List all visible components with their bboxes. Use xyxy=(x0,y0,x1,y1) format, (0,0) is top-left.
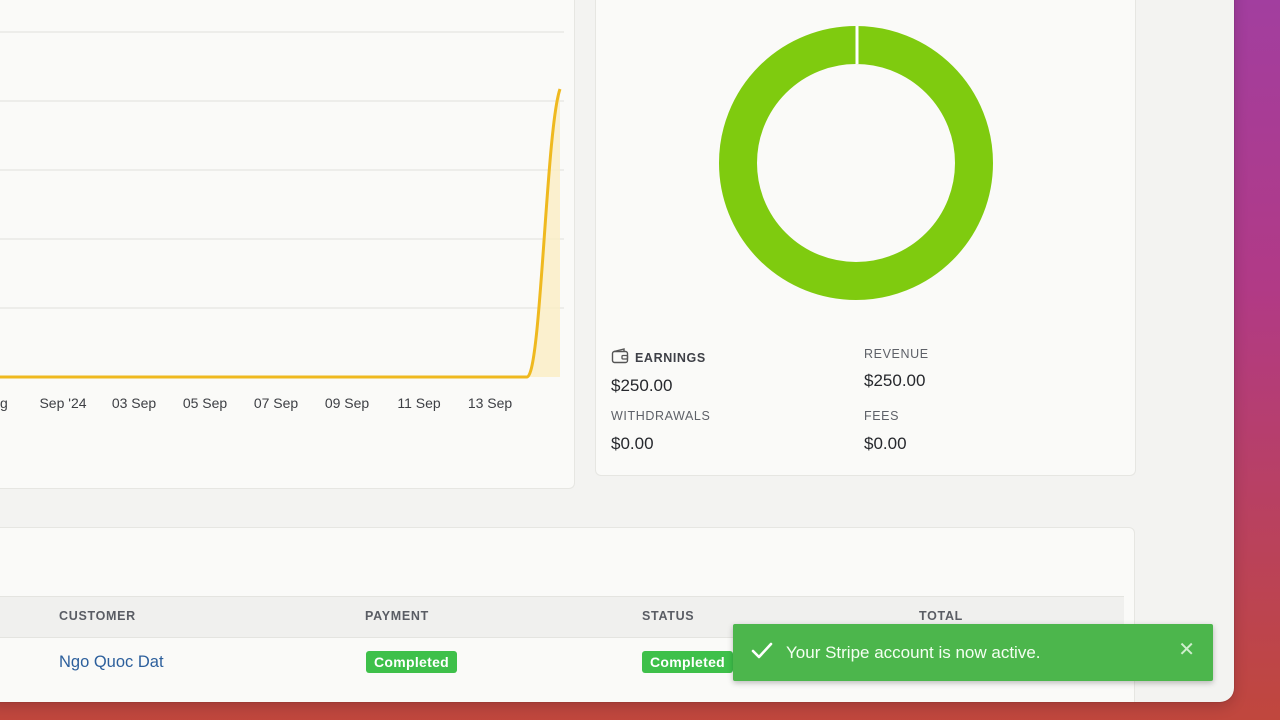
donut-slice-earnings xyxy=(719,26,993,300)
toast-message: Your Stripe account is now active. xyxy=(786,643,1041,662)
earnings-label-text: EARNINGS xyxy=(635,350,706,365)
column-header-payment[interactable]: PAYMENT xyxy=(365,609,429,623)
column-header-status[interactable]: STATUS xyxy=(642,609,695,623)
fees-label: FEES xyxy=(864,409,900,423)
fees-value: $0.00 xyxy=(864,434,907,453)
withdrawals-value: $0.00 xyxy=(611,434,654,453)
success-toast: Your Stripe account is now active. ✕ xyxy=(733,624,1213,681)
check-icon xyxy=(751,641,773,666)
x-tick-label: 11 Sep xyxy=(397,395,441,411)
column-header-total[interactable]: TOTAL xyxy=(919,609,964,623)
earnings-donut-chart xyxy=(719,26,993,300)
payment-status-badge: Completed xyxy=(366,651,458,673)
earnings-label: EARNINGS xyxy=(611,348,706,367)
withdrawals-label: WITHDRAWALS xyxy=(611,409,711,423)
earnings-line-chart: ug Sep '24 03 Sep 05 Sep 07 Sep 09 Sep 11 Sep 1… xyxy=(0,31,564,411)
earnings-chart-card: ug Sep '24 03 Sep 05 Sep 07 Sep 09 Sep 11 Sep 1… xyxy=(0,0,575,489)
chart-series-line xyxy=(0,88,562,379)
column-header-customer[interactable]: CUSTOMER xyxy=(59,609,136,623)
wallet-icon xyxy=(611,348,629,367)
x-tick-label: 05 Sep xyxy=(183,395,228,411)
order-status-badge: Completed xyxy=(642,651,734,673)
earnings-summary-card: EARNINGS $250.00 REVENUE $250.00 WITHDRA… xyxy=(595,0,1136,476)
revenue-label: REVENUE xyxy=(864,347,929,361)
app-window: ug Sep '24 03 Sep 05 Sep 07 Sep 09 Sep 11 Sep 1… xyxy=(0,0,1234,702)
customer-link[interactable]: Ngo Quoc Dat xyxy=(59,653,164,671)
x-tick-label: 07 Sep xyxy=(254,395,299,411)
x-tick-label: Sep '24 xyxy=(39,395,86,411)
close-icon[interactable]: ✕ xyxy=(1178,639,1195,661)
chart-area-fill xyxy=(0,89,560,377)
x-tick-label: ug xyxy=(0,395,8,411)
x-tick-label: 09 Sep xyxy=(325,395,370,411)
x-tick-label: 03 Sep xyxy=(112,395,157,411)
revenue-value: $250.00 xyxy=(864,371,926,390)
earnings-value: $250.00 xyxy=(611,376,673,395)
x-tick-label: 13 Sep xyxy=(468,395,513,411)
